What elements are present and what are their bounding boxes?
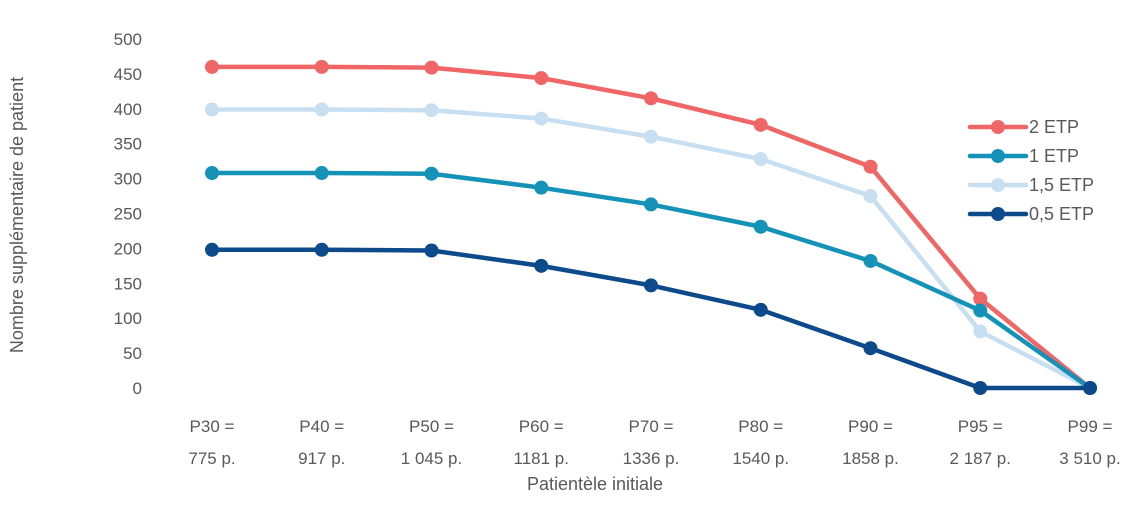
x-tick-label: 1336 p. [623,449,680,468]
data-point [534,258,549,273]
y-tick-label: 200 [114,239,142,258]
data-point [644,197,658,212]
x-tick-label: 1 045 p. [401,449,462,468]
data-point [424,103,439,118]
data-point [753,152,768,167]
x-tick-label: P30 = [190,417,235,436]
legend-marker [991,207,1005,221]
data-point [863,189,878,204]
y-tick-label: 100 [114,309,142,328]
legend: 2 ETP 1 ETP 1,5 ETP 0,5 ETP [967,117,1094,224]
legend-label: 1 ETP [1029,146,1079,166]
data-point [753,219,768,234]
y-tick-label: 300 [114,170,142,189]
legend-marker [991,120,1005,134]
y-tick-label: 450 [114,65,142,84]
data-point [424,166,439,181]
y-tick-label: 50 [123,344,142,363]
x-tick-label: P60 = [519,417,564,436]
legend-marker [991,178,1005,192]
data-point [424,243,439,258]
legend-label: 1,5 ETP [1029,175,1094,195]
data-point [205,102,219,117]
data-point [644,91,658,106]
x-tick-label: P90 = [848,417,893,436]
y-tick-label: 150 [114,274,142,293]
x-tick-label: P99 = [1068,417,1113,436]
data-point [1083,381,1097,395]
data-point [644,278,658,293]
x-tick-label: 3 510 p. [1059,449,1120,468]
x-tick-label: 917 p. [298,449,345,468]
x-axis-title: Patientèle initiale [527,474,663,494]
data-point [973,381,988,395]
data-point [973,303,988,318]
x-tick-label: P80 = [738,417,783,436]
data-point [314,102,329,117]
data-point [753,117,768,132]
data-point [424,60,439,75]
x-tick-label: 1858 p. [842,449,899,468]
legend-label: 2 ETP [1029,117,1079,137]
legend-label: 0,5 ETP [1029,204,1094,224]
y-axis-ticks: 0 50 100 150 200 250 300 350 400 450 500 [114,30,142,398]
x-tick-label: 2 187 p. [950,449,1011,468]
y-tick-label: 250 [114,205,142,224]
data-point [973,324,988,339]
y-tick-label: 500 [114,30,142,49]
data-point [534,71,549,86]
data-point [534,180,549,195]
data-point [205,59,219,74]
data-point [534,111,549,126]
x-tick-label: 1540 p. [732,449,789,468]
data-point [314,59,329,74]
data-point [205,242,219,257]
x-tick-label: P40 = [299,417,344,436]
x-tick-label: P95 = [958,417,1003,436]
x-axis-ticks: P30 = 775 p. P40 = 917 p. P50 = 1 045 p. P60 =… [188,417,1120,468]
y-axis-title: Nombre supplémentaire de patient [7,77,27,353]
data-point [644,129,658,144]
data-point [973,291,988,306]
data-point [863,253,878,268]
legend-marker [991,149,1005,163]
data-point [314,166,329,181]
data-point [205,166,219,181]
x-tick-label: P50 = [409,417,454,436]
series-points [205,59,1097,395]
data-point [753,302,768,317]
data-point [314,242,329,257]
data-point [863,159,878,174]
x-tick-label: P70 = [629,417,674,436]
x-tick-label: 1181 p. [514,449,569,468]
x-tick-label: 775 p. [188,449,235,468]
series-line [209,64,1093,391]
y-tick-label: 350 [114,135,142,154]
data-point [863,341,878,356]
series-lines [209,64,1093,391]
y-tick-label: 0 [133,379,142,398]
y-tick-label: 400 [114,100,142,119]
